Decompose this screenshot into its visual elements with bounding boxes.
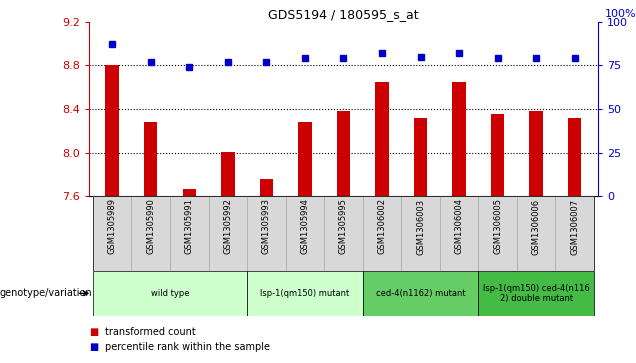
Text: GSM1305993: GSM1305993 — [262, 199, 271, 254]
Bar — [555, 196, 594, 271]
Bar — [363, 271, 478, 316]
Bar — [363, 196, 401, 271]
Bar — [491, 114, 504, 196]
Bar — [144, 122, 158, 196]
Text: GSM1306005: GSM1306005 — [493, 199, 502, 254]
Bar — [132, 196, 170, 271]
Text: GSM1305992: GSM1305992 — [223, 199, 232, 254]
Bar — [324, 196, 363, 271]
Text: wild type: wild type — [151, 289, 190, 298]
Bar — [440, 196, 478, 271]
Text: 100%: 100% — [605, 9, 636, 19]
Bar — [568, 118, 581, 196]
Bar — [247, 196, 286, 271]
Text: GSM1306006: GSM1306006 — [532, 199, 541, 254]
Text: transformed count: transformed count — [105, 327, 196, 337]
Text: ■: ■ — [89, 342, 99, 352]
Bar — [286, 196, 324, 271]
Bar — [221, 151, 235, 196]
Bar — [93, 271, 247, 316]
Bar — [336, 111, 350, 196]
Bar — [183, 188, 196, 196]
Bar — [414, 118, 427, 196]
Text: percentile rank within the sample: percentile rank within the sample — [105, 342, 270, 352]
Bar — [106, 65, 119, 196]
Text: GSM1305990: GSM1305990 — [146, 199, 155, 254]
Text: GSM1305995: GSM1305995 — [339, 199, 348, 254]
Bar — [401, 196, 440, 271]
Text: GSM1306003: GSM1306003 — [416, 199, 425, 254]
Text: GSM1305989: GSM1305989 — [107, 199, 116, 254]
Bar — [375, 82, 389, 196]
Bar — [529, 111, 543, 196]
Text: lsp-1(qm150) ced-4(n116
2) double mutant: lsp-1(qm150) ced-4(n116 2) double mutant — [483, 284, 590, 303]
Bar — [247, 271, 363, 316]
Text: GSM1306002: GSM1306002 — [378, 199, 387, 254]
Bar — [259, 179, 273, 196]
Bar — [93, 196, 132, 271]
Text: genotype/variation: genotype/variation — [0, 288, 93, 298]
Text: GSM1305994: GSM1305994 — [300, 199, 309, 254]
Bar — [170, 196, 209, 271]
Text: GSM1306004: GSM1306004 — [455, 199, 464, 254]
Bar — [209, 196, 247, 271]
Text: ■: ■ — [89, 327, 99, 337]
Text: GSM1306007: GSM1306007 — [570, 199, 579, 254]
Text: ced-4(n1162) mutant: ced-4(n1162) mutant — [376, 289, 466, 298]
Text: GSM1305991: GSM1305991 — [185, 199, 194, 254]
Title: GDS5194 / 180595_s_at: GDS5194 / 180595_s_at — [268, 8, 418, 21]
Bar — [478, 271, 594, 316]
Bar — [452, 82, 466, 196]
Text: lsp-1(qm150) mutant: lsp-1(qm150) mutant — [260, 289, 350, 298]
Bar — [517, 196, 555, 271]
Bar — [298, 122, 312, 196]
Bar — [478, 196, 517, 271]
